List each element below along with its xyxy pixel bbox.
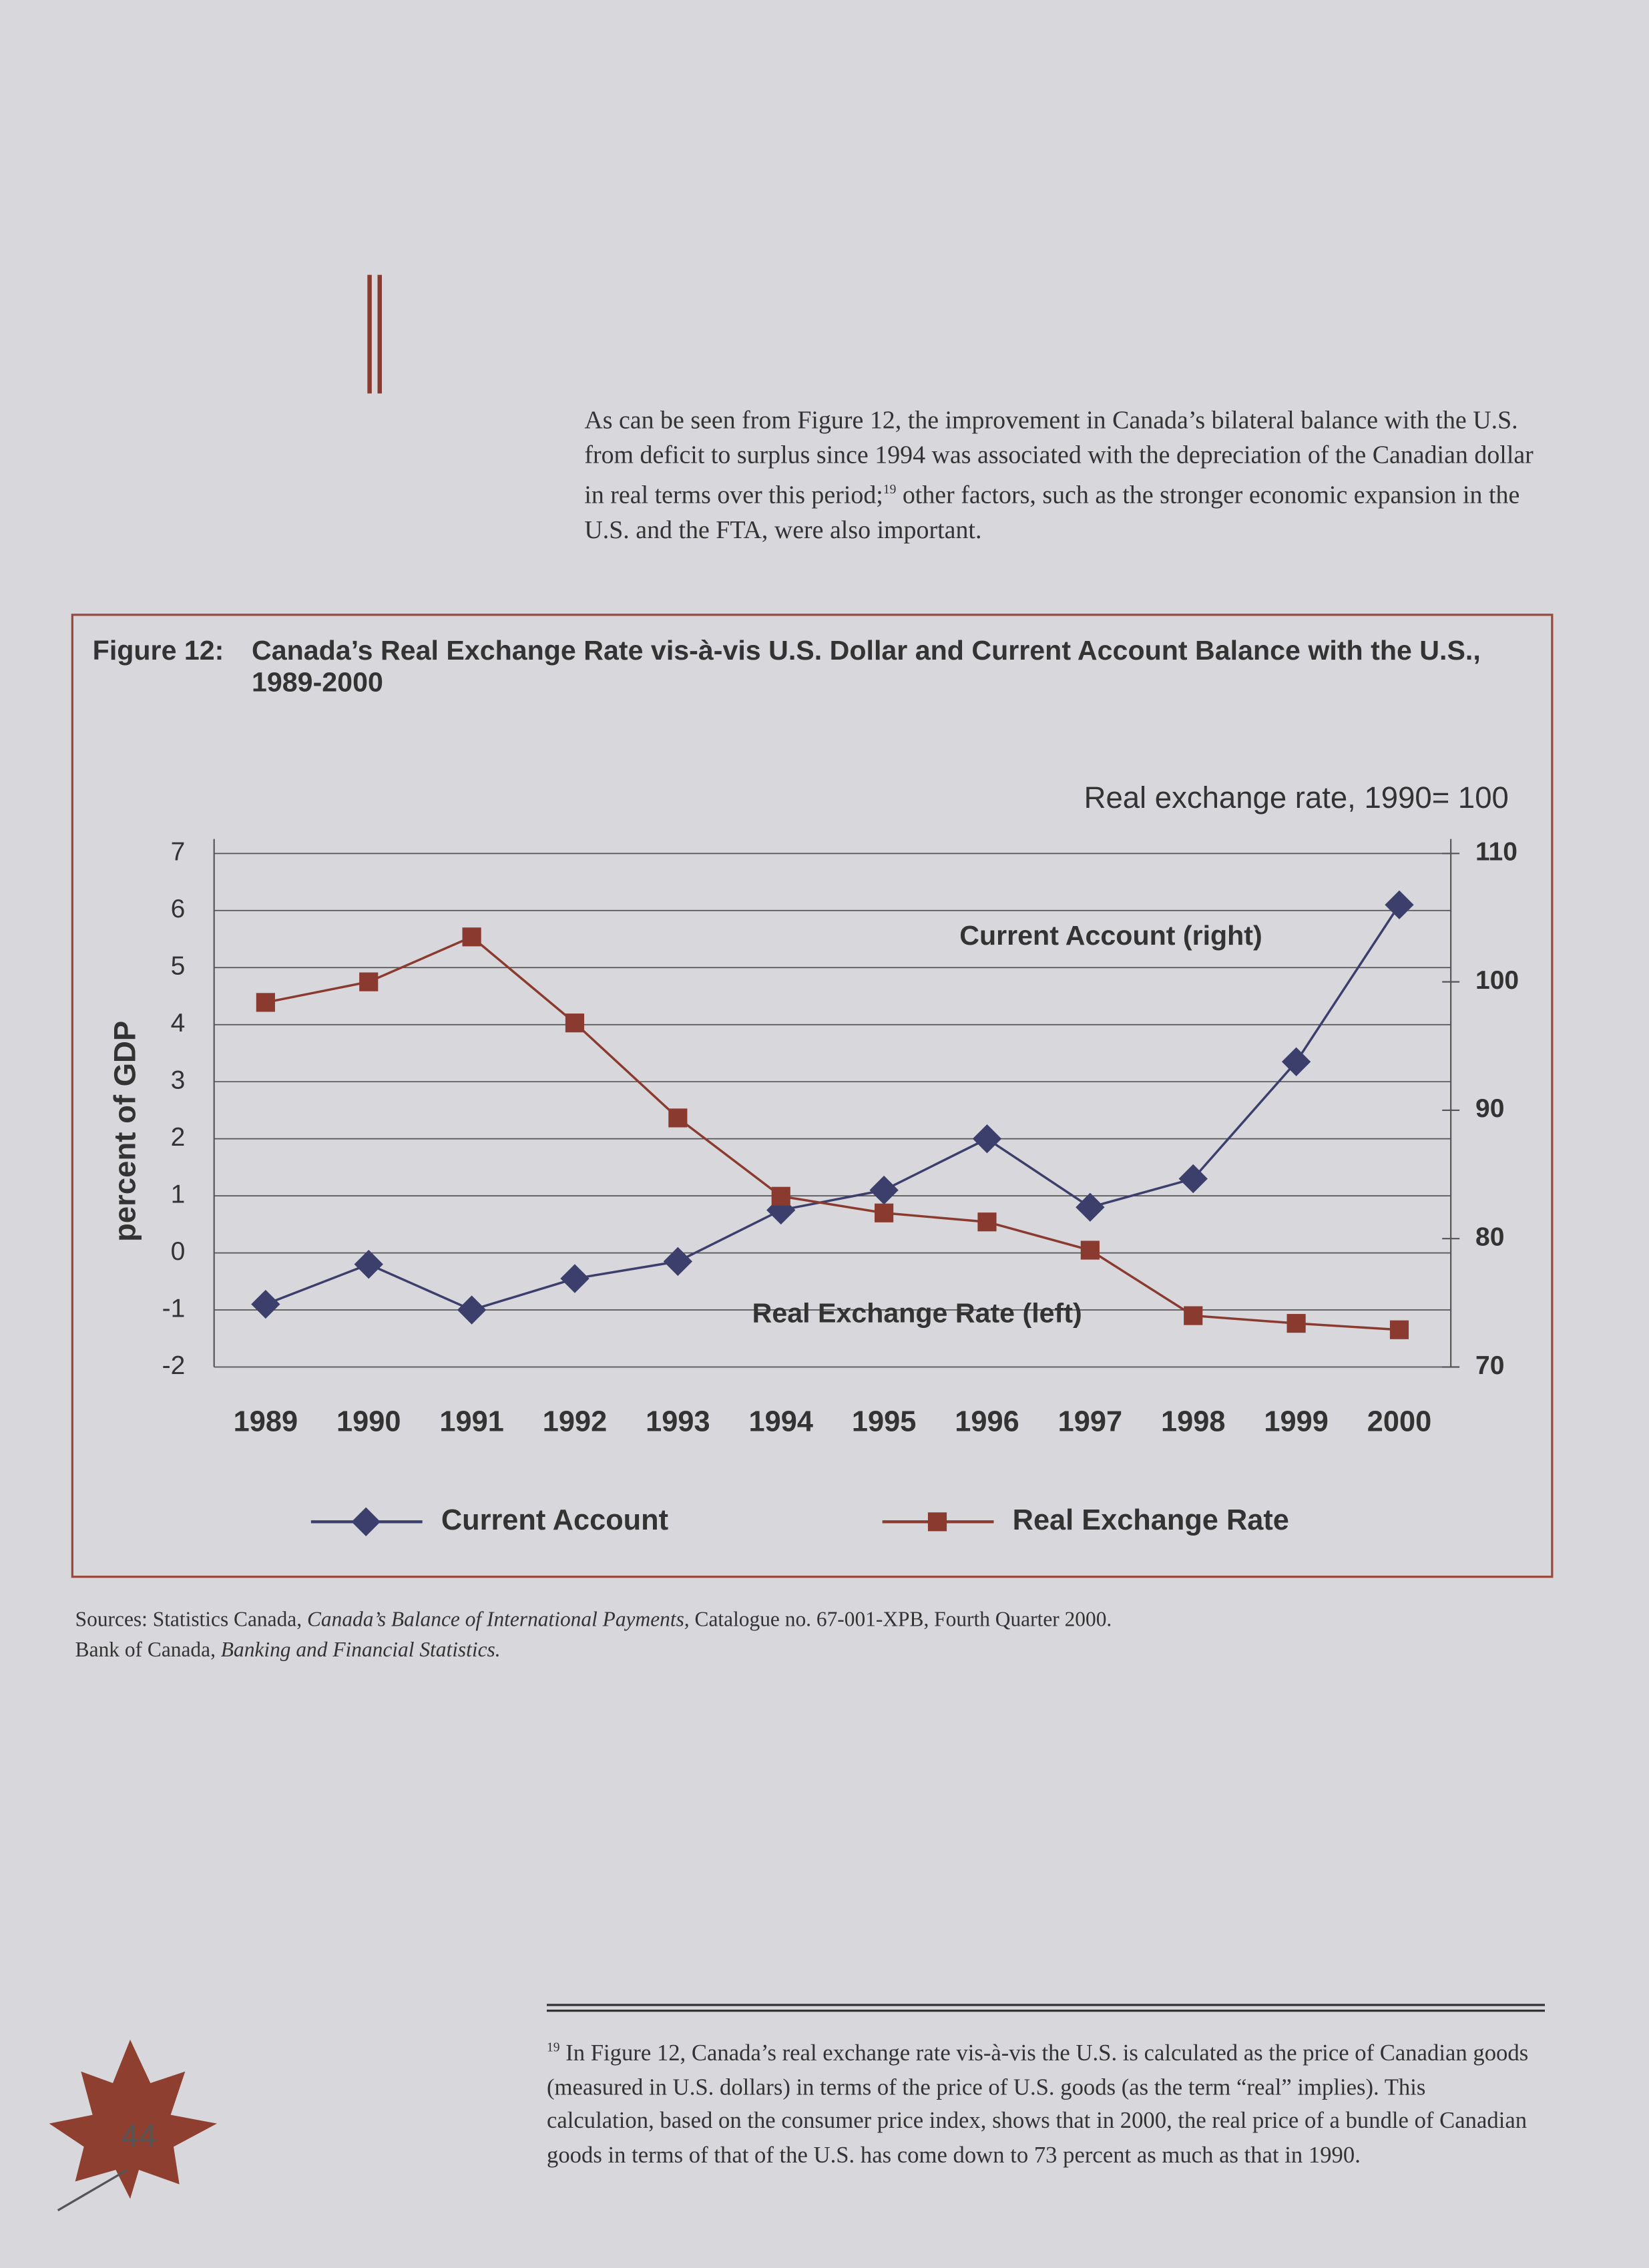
source-text: Catalogue no. 67-001-XPB, Fourth Quarter… — [689, 1608, 1112, 1632]
footnote-marker: 19 — [547, 2040, 560, 2054]
marker — [972, 1124, 1002, 1154]
marker — [359, 972, 379, 991]
x-tick-label: 1993 — [646, 1405, 710, 1437]
x-tick-label: 1992 — [543, 1405, 607, 1437]
y2-tick-label: 110 — [1475, 838, 1517, 867]
y-tick-label: 2 — [171, 1123, 186, 1152]
y2-axis-label: Real exchange rate, 1990= 100 — [1084, 780, 1509, 815]
annotation: Current Account (right) — [959, 920, 1262, 951]
y-tick-label: 1 — [171, 1180, 186, 1208]
legend-marker — [351, 1507, 381, 1537]
source-line: Bank of Canada, Banking and Financial St… — [75, 1636, 1112, 1667]
x-tick-label: 1996 — [955, 1405, 1019, 1437]
source-text: Sources: Statistics Canada, — [75, 1608, 307, 1632]
footnote: 19 In Figure 12, Canada’s real exchange … — [547, 2031, 1536, 2173]
marker — [1080, 1240, 1100, 1260]
x-tick-label: 1989 — [234, 1405, 298, 1437]
marker — [1076, 1192, 1105, 1222]
legend-label: Real Exchange Rate — [1013, 1504, 1289, 1536]
y2-tick-label: 70 — [1475, 1351, 1504, 1380]
decor-bar — [377, 274, 383, 394]
x-tick-label: 1990 — [336, 1405, 401, 1437]
figure-box — [71, 614, 1554, 1578]
source-text: Banking and Financial Statistics. — [220, 1638, 501, 1662]
y-tick-label: -1 — [162, 1294, 186, 1323]
y-tick-label: 7 — [171, 838, 186, 867]
marker — [1281, 1047, 1311, 1076]
marker — [869, 1175, 899, 1205]
annotation: Real Exchange Rate (left) — [752, 1297, 1082, 1328]
legend-label: Current Account — [441, 1504, 668, 1536]
y2-tick-label: 90 — [1475, 1094, 1504, 1123]
x-tick-label: 1991 — [439, 1405, 503, 1437]
marker — [256, 993, 275, 1012]
source-text: Canada’s Balance of International Paymen… — [306, 1608, 690, 1632]
x-tick-label: 1998 — [1161, 1405, 1225, 1437]
marker — [251, 1289, 280, 1319]
marker — [1389, 1320, 1409, 1339]
marker — [771, 1186, 790, 1206]
source-text: Bank of Canada, — [75, 1638, 221, 1662]
text: As can be seen from Figure 12, the impro… — [584, 405, 1534, 509]
y-tick-label: 3 — [171, 1066, 186, 1094]
x-tick-label: 1997 — [1058, 1405, 1122, 1437]
y2-tick-label: 80 — [1475, 1223, 1504, 1252]
marker — [457, 1295, 487, 1325]
maple-leaf — [49, 2040, 218, 2199]
marker — [354, 1250, 383, 1279]
x-tick-label: 2000 — [1367, 1405, 1431, 1437]
series-line — [265, 935, 1400, 1331]
sources: Sources: Statistics Canada, Canada’s Bal… — [75, 1606, 1112, 1666]
decor-bar — [367, 274, 372, 394]
page-number: 44 — [121, 2118, 156, 2154]
x-tick-label: 1999 — [1264, 1405, 1328, 1437]
footnote-text: In Figure 12, Canada’s real exchange rat… — [547, 2041, 1529, 2169]
marker — [462, 927, 481, 947]
text: other factors, such as the stronger econ… — [584, 479, 1520, 544]
title: Canada’s Real Exchange Rate vis-à-vis U.… — [252, 636, 1481, 699]
footnote-ref: 19 — [883, 481, 897, 497]
body-paragraph: As can be seen from Figure 12, the impro… — [584, 402, 1539, 546]
figure-label: Figure 12: — [92, 636, 224, 667]
marker — [1385, 890, 1414, 919]
marker — [565, 1013, 585, 1033]
marker — [977, 1212, 997, 1232]
y-tick-label: -2 — [162, 1351, 186, 1380]
y-tick-label: 4 — [171, 1009, 186, 1038]
series-line — [265, 904, 1401, 1311]
marker — [875, 1203, 894, 1222]
leaf-stem — [57, 2169, 128, 2212]
y2-tick-label: 100 — [1475, 966, 1519, 995]
marker — [560, 1264, 590, 1293]
marker — [1286, 1314, 1306, 1333]
marker — [663, 1246, 693, 1277]
source-line: Sources: Statistics Canada, Canada’s Bal… — [75, 1606, 1112, 1636]
legend-marker — [927, 1512, 947, 1532]
y-tick-label: 0 — [171, 1237, 186, 1266]
x-tick-label: 1994 — [749, 1405, 813, 1437]
x-tick-label: 1995 — [852, 1405, 916, 1437]
figure-title: Figure 12: Canada’s Real Exchange Rate vi… — [93, 636, 1481, 700]
y-tick-label: 6 — [171, 895, 186, 923]
y-tick-label: 5 — [171, 952, 186, 981]
marker — [1184, 1306, 1203, 1325]
marker — [668, 1108, 688, 1128]
y-axis-label: percent of GDP — [108, 1021, 142, 1242]
